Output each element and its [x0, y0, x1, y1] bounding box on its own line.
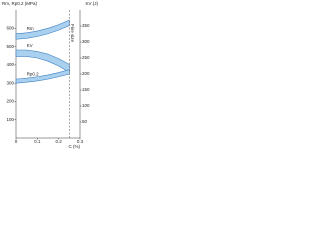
y2-axis-title: KV (J) [85, 1, 98, 6]
band [15, 69, 70, 84]
x-axis-title: C (%) [69, 144, 81, 149]
x-tick-label: 0.1 [34, 139, 41, 144]
y-axis-title: Rm, Rp0.2 (MPa) [2, 1, 38, 6]
y2-tick-label: 50 [82, 119, 88, 124]
band [15, 19, 70, 40]
y-tick-label: 200 [6, 99, 14, 104]
band [15, 49, 70, 73]
x-tick-label: 0.3 [77, 139, 84, 144]
y2-tick-label: 100 [82, 103, 90, 108]
band-label: Rp0.2 [27, 71, 40, 76]
chart: Rm, Rp0.2 (MPa) KV (J) C (%) 100 200 300 40… [2, 1, 98, 149]
band-label: Rm [27, 26, 34, 31]
band-label: KV [27, 43, 33, 48]
page: {"chart_data":{"type":"band", "y_label":… [0, 0, 100, 150]
y2-tick-label: 200 [82, 71, 90, 76]
y-tick-label: 400 [6, 62, 14, 67]
x-tick-label: 0 [15, 139, 18, 144]
y2-tick-label: 300 [82, 39, 90, 44]
y2-tick-label: 250 [82, 55, 90, 60]
y2-tick-label: 350 [82, 23, 90, 28]
y-tick-label: 500 [6, 44, 14, 49]
y2-tick-label: 150 [82, 87, 90, 92]
y-tick-label: 600 [6, 25, 14, 30]
y-tick-label: 300 [6, 80, 14, 85]
y-tick-label: 100 [6, 117, 14, 122]
x-tick-label: 0.2 [56, 139, 63, 144]
annotation-label: Fine size [70, 24, 75, 43]
